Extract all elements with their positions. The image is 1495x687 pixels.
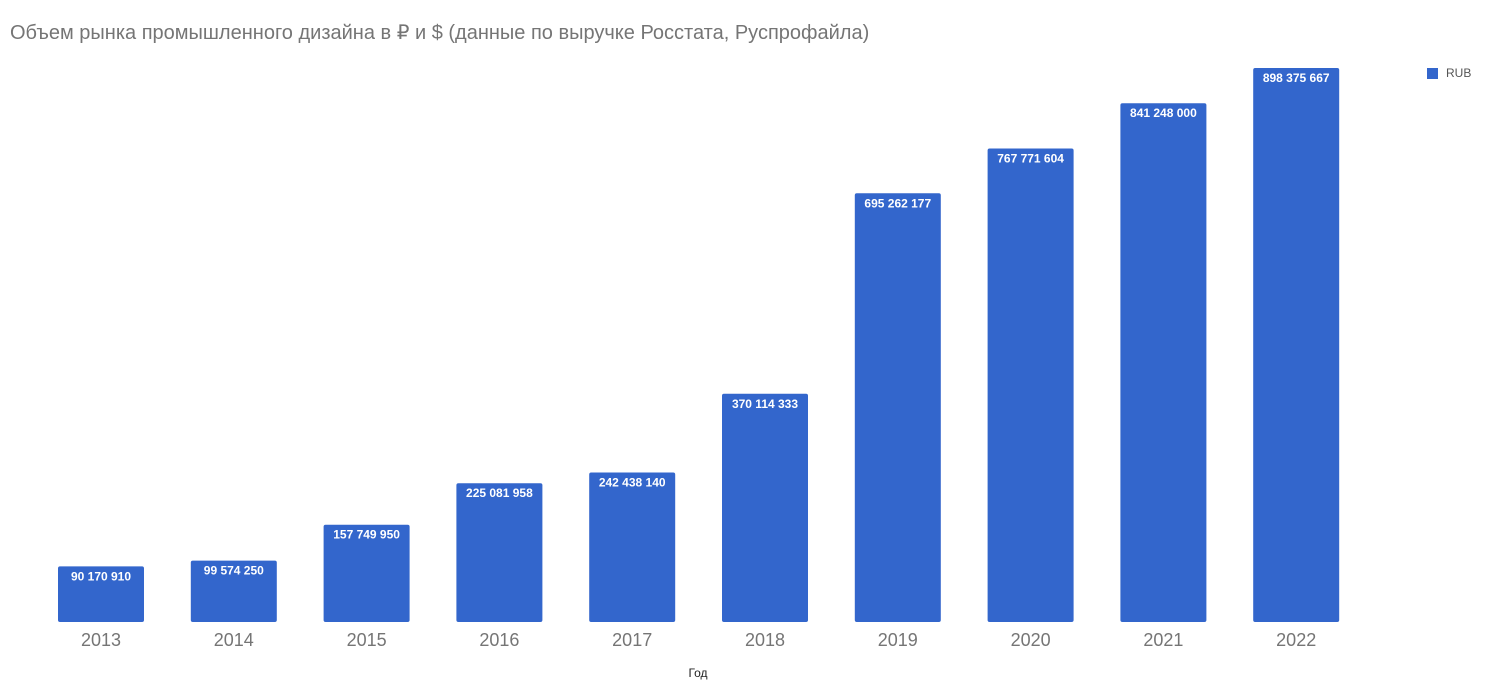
bar-2013 [58,566,144,622]
x-tick-label-2013: 2013 [81,630,121,650]
x-tick-label-2020: 2020 [1011,630,1051,650]
bar-value-label-2013: 90 170 910 [71,569,131,583]
bar-2019 [854,193,941,623]
bar-2018 [722,393,808,622]
x-tick-label-2015: 2015 [347,630,387,650]
bars-group [58,68,1340,623]
chart-title: Объем рынка промышленного дизайна в ₽ и … [10,22,870,44]
bar-2020 [987,148,1074,622]
bar-value-label-2021: 841 248 000 [1130,106,1197,120]
bar-value-label-2020: 767 771 604 [997,152,1064,166]
x-tick-label-2022: 2022 [1276,630,1316,650]
legend-swatch-rub [1427,68,1438,79]
bar-2017 [589,472,676,622]
bar-2016 [456,483,543,622]
x-axis-title: Год [688,666,707,680]
bar-2021 [1120,103,1207,622]
x-tick-label-2017: 2017 [612,630,652,650]
bar-labels-group: 90 170 910 99 574 250 157 749 950 225 081 9… [71,71,1330,583]
x-tick-label-2018: 2018 [745,630,785,650]
bar-2015 [323,524,410,622]
x-tick-label-2014: 2014 [214,630,254,650]
bar-2014 [190,560,277,622]
x-tick-label-2019: 2019 [878,630,918,650]
legend-label-rub: RUB [1446,66,1471,80]
bar-value-label-2018: 370 114 333 [732,397,798,411]
bar-value-label-2019: 695 262 177 [864,196,931,210]
bar-value-label-2022: 898 375 667 [1263,71,1330,85]
legend: RUB [1427,66,1471,80]
x-tick-label-2016: 2016 [479,630,519,650]
x-tick-label-2021: 2021 [1143,630,1183,650]
bar-value-label-2014: 99 574 250 [204,564,264,578]
bar-value-label-2016: 225 081 958 [466,486,533,500]
x-axis-ticks: 2013 2014 2015 2016 2017 2018 2019 2020 2021 2022 [81,630,1316,650]
bar-value-label-2017: 242 438 140 [599,476,666,490]
bar-2022 [1253,68,1340,622]
bar-value-label-2015: 157 749 950 [333,528,400,542]
